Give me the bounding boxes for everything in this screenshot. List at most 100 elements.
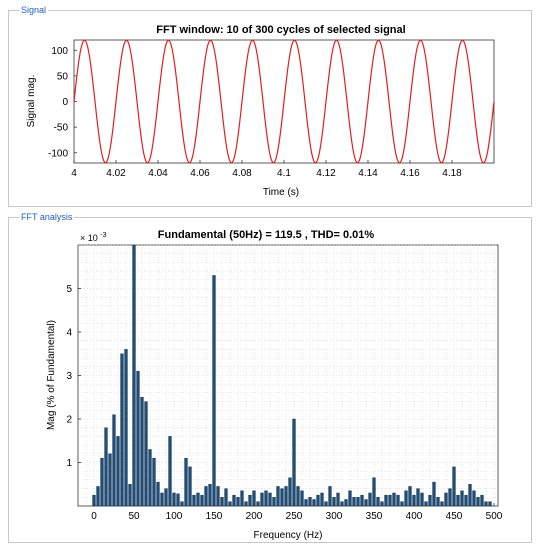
fft-bar xyxy=(432,481,436,507)
fft-bar xyxy=(316,494,320,507)
fft-bar xyxy=(284,486,288,507)
fft-bar xyxy=(220,497,224,507)
signal-y-tick-label: 100 xyxy=(51,46,68,57)
fft-bar xyxy=(320,492,324,507)
fft-bar xyxy=(120,353,124,507)
signal-x-tick-label: 4.12 xyxy=(316,168,336,179)
fft-bar xyxy=(236,497,240,507)
signal-y-tick-label: 50 xyxy=(57,71,69,82)
fft-bar xyxy=(308,497,312,507)
fft-bar xyxy=(272,497,276,507)
fft-bar xyxy=(156,481,160,507)
fft-bar xyxy=(204,486,208,507)
fft-bar xyxy=(352,497,356,507)
fft-bar xyxy=(468,484,472,507)
fft-bar xyxy=(400,501,404,507)
signal-panel: Signal xyxy=(8,4,532,207)
fft-x-tick-label: 150 xyxy=(206,511,223,522)
fft-bar xyxy=(248,494,252,507)
fft-bar xyxy=(404,490,408,507)
fft-y-tick-label: 1 xyxy=(66,458,72,469)
fft-bar xyxy=(124,349,128,507)
fft-bar xyxy=(464,494,468,507)
fft-bar xyxy=(436,497,440,507)
fft-bar xyxy=(348,490,352,507)
fft-bar xyxy=(264,490,268,507)
fft-bar xyxy=(344,499,348,507)
signal-x-tick-label: 4 xyxy=(71,168,77,179)
fft-x-tick-label: 100 xyxy=(166,511,183,522)
fft-exponent-power: -3 xyxy=(100,232,106,239)
signal-x-tick-label: 4.02 xyxy=(106,168,126,179)
fft-bar xyxy=(260,492,264,507)
fft-analysis-panel: FFT analysis xyxy=(8,211,532,543)
fft-bar xyxy=(392,492,396,507)
fft-bar xyxy=(268,492,272,507)
fft-bar xyxy=(108,453,112,507)
fft-x-tick-label: 500 xyxy=(486,511,503,522)
signal-x-tick-label: 4.1 xyxy=(277,168,291,179)
fft-bar xyxy=(460,490,464,507)
fft-bar xyxy=(196,492,200,507)
fft-bar xyxy=(484,501,488,507)
fft-exponent-base: × 10 xyxy=(80,233,98,243)
fft-bar xyxy=(440,501,444,507)
fft-x-tick-label: 350 xyxy=(366,511,383,522)
fft-bar xyxy=(244,501,248,507)
fft-y-tick-label: 5 xyxy=(66,284,72,295)
fft-bar xyxy=(136,370,140,507)
fft-bar xyxy=(296,486,300,507)
fft-bar xyxy=(336,492,340,507)
fft-x-tick-label: 0 xyxy=(91,511,97,522)
signal-panel-label: Signal xyxy=(19,4,49,16)
fft-bar xyxy=(168,436,172,507)
fft-bar xyxy=(180,501,184,507)
fft-bar xyxy=(280,488,284,507)
fft-bar xyxy=(312,499,316,507)
fft-bar xyxy=(408,486,412,507)
fft-bar xyxy=(212,275,216,507)
fft-x-tick-label: 300 xyxy=(326,511,343,522)
fft-bar xyxy=(216,486,220,507)
fft-x-tick-label: 200 xyxy=(246,511,263,522)
fft-bar xyxy=(192,494,196,507)
fft-bar xyxy=(376,497,380,507)
fft-bar xyxy=(96,486,100,507)
fft-bar xyxy=(188,466,192,507)
fft-bar xyxy=(160,492,164,507)
fft-bar xyxy=(372,477,376,507)
fft-bar xyxy=(472,490,476,507)
fft-panel-label: FFT analysis xyxy=(19,211,75,223)
fft-x-tick-label: 250 xyxy=(286,511,303,522)
signal-x-axis-label: Time (s) xyxy=(263,187,299,198)
fft-bar xyxy=(444,492,448,507)
fft-y-tick-label: 4 xyxy=(66,328,72,339)
fft-x-axis-label: Frequency (Hz) xyxy=(254,530,323,541)
fft-x-tick-label: 450 xyxy=(446,511,463,522)
fft-bar xyxy=(476,497,480,507)
fft-bar xyxy=(240,490,244,507)
fft-bar xyxy=(132,244,136,507)
signal-x-tick-label: 4.04 xyxy=(148,168,168,179)
fft-y-tick-label: 2 xyxy=(66,415,72,426)
fft-bar xyxy=(292,418,296,507)
signal-y-tick-label: -100 xyxy=(48,148,68,159)
fft-bar xyxy=(340,501,344,507)
fft-bar xyxy=(100,457,104,507)
fft-bar xyxy=(148,449,152,507)
signal-y-axis-label: Signal mag. xyxy=(26,75,37,128)
fft-bar xyxy=(368,492,372,507)
fft-bar xyxy=(456,494,460,507)
fft-bar xyxy=(428,494,432,507)
fft-chart-title: Fundamental (50Hz) = 119.5 , THD= 0.01% xyxy=(158,229,375,241)
fft-bar xyxy=(288,477,292,507)
fft-bar xyxy=(452,466,456,507)
fft-bar xyxy=(488,501,492,507)
fft-bar xyxy=(200,494,204,507)
fft-bar xyxy=(364,499,368,507)
fft-bar xyxy=(256,501,260,507)
fft-bar xyxy=(164,488,168,507)
fft-bar xyxy=(228,501,232,507)
fft-bar xyxy=(224,488,228,507)
fft-bar xyxy=(384,494,388,507)
